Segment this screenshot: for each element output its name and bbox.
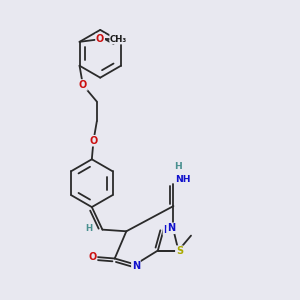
Text: O: O [89,136,98,146]
Text: CH₃: CH₃ [110,35,127,44]
Text: O: O [79,80,87,90]
Text: N: N [164,225,172,235]
Text: O: O [96,34,104,44]
Text: S: S [176,246,183,256]
Text: NH: NH [175,175,190,184]
Text: O: O [88,252,97,262]
Text: H: H [174,162,182,171]
Text: H: H [85,224,92,233]
Text: N: N [167,223,175,233]
Text: N: N [132,261,140,271]
